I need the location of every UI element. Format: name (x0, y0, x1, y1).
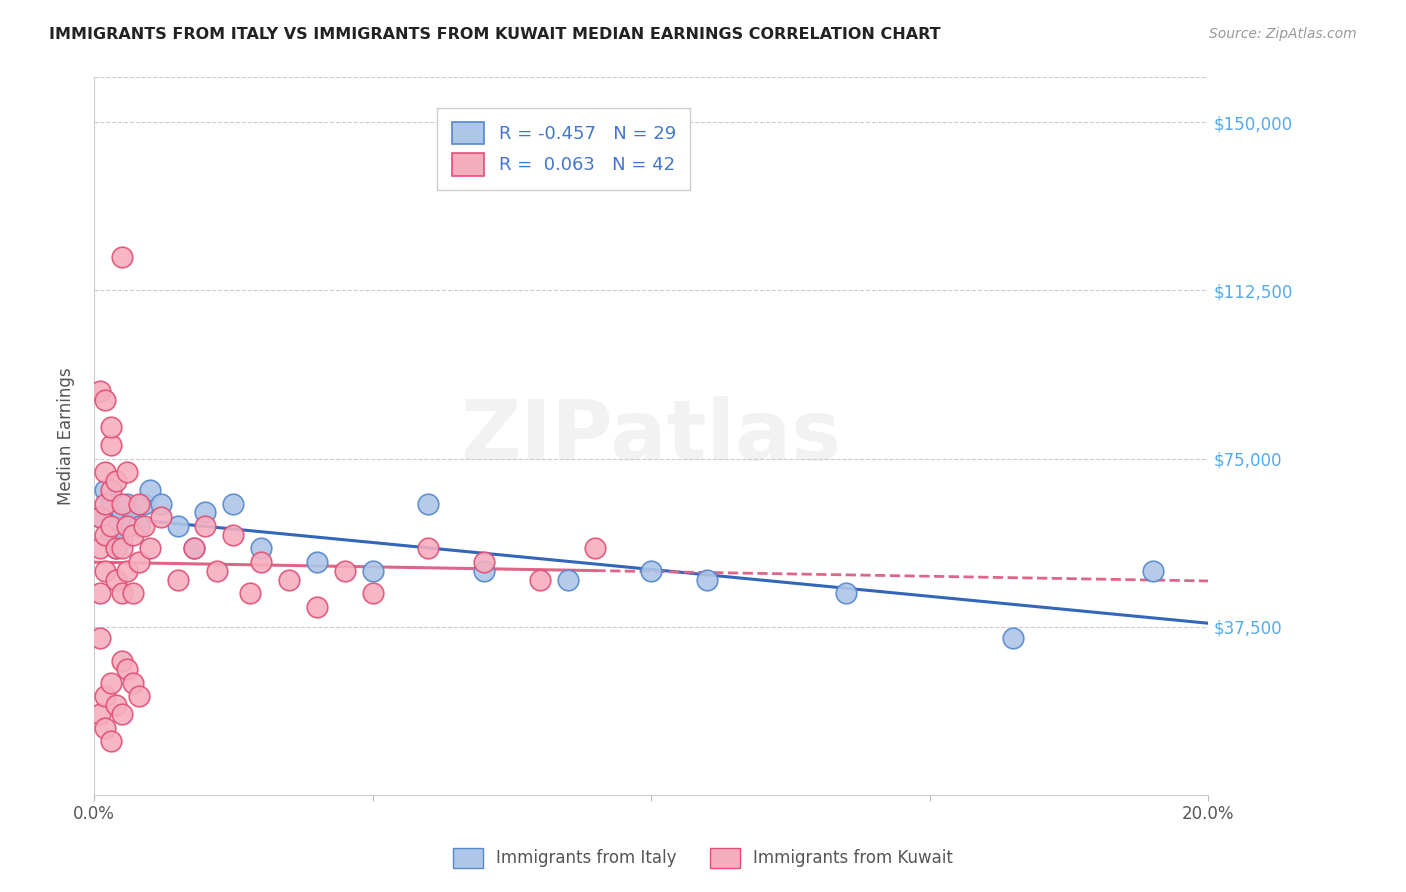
Point (89, 586, 111, 600)
Point (94, 393, 117, 408)
Point (111, 533, 134, 547)
Point (100, 519, 122, 533)
Point (111, 496, 134, 510)
Point (250, 555, 273, 569)
Point (194, 506, 217, 520)
Point (100, 420, 122, 434)
Point (1002, 631, 1025, 645)
Point (117, 519, 139, 533)
Point (89, 510, 111, 524)
Point (117, 465, 139, 479)
Point (583, 541, 606, 556)
Point (89, 384, 111, 399)
Point (418, 541, 440, 556)
Point (250, 541, 273, 556)
Point (529, 573, 551, 587)
Point (305, 555, 328, 569)
Point (166, 519, 188, 533)
Point (472, 555, 495, 569)
Point (222, 528, 245, 542)
Point (94, 528, 117, 542)
Text: ZIPatlas: ZIPatlas (461, 396, 842, 476)
Point (149, 496, 172, 510)
Point (166, 573, 188, 587)
Point (100, 676, 122, 690)
Point (89, 541, 111, 556)
Point (89, 510, 111, 524)
Point (122, 510, 145, 524)
Point (122, 586, 145, 600)
Point (128, 690, 150, 704)
Point (94, 690, 117, 704)
Legend: Immigrants from Italy, Immigrants from Kuwait: Immigrants from Italy, Immigrants from K… (446, 841, 960, 875)
Point (94, 564, 117, 578)
Point (100, 483, 122, 497)
Legend: R = -0.457   N = 29, R =  0.063   N = 42: R = -0.457 N = 29, R = 0.063 N = 42 (437, 108, 690, 190)
Point (105, 573, 128, 587)
Point (89, 631, 111, 645)
Point (305, 599, 328, 614)
Point (128, 519, 150, 533)
Point (128, 496, 150, 510)
Point (333, 564, 356, 578)
Y-axis label: Median Earnings: Median Earnings (58, 368, 75, 505)
Point (557, 573, 579, 587)
Point (1142, 564, 1164, 578)
Point (194, 519, 217, 533)
Point (94, 465, 117, 479)
Point (94, 721, 117, 735)
Point (132, 519, 155, 533)
Point (128, 555, 150, 569)
Point (205, 564, 228, 578)
Point (138, 483, 160, 497)
Point (111, 653, 134, 667)
Point (105, 541, 128, 556)
Point (472, 564, 495, 578)
Point (278, 573, 301, 587)
Point (105, 474, 128, 488)
Point (835, 586, 858, 600)
Point (222, 496, 245, 510)
Point (100, 438, 122, 452)
Point (100, 496, 122, 510)
Point (89, 707, 111, 722)
Point (183, 541, 205, 556)
Point (105, 698, 128, 713)
Point (696, 573, 718, 587)
Point (94, 483, 117, 497)
Point (111, 250, 134, 264)
Point (117, 663, 139, 677)
Point (111, 707, 134, 722)
Point (105, 519, 128, 533)
Point (111, 506, 134, 520)
Point (640, 564, 662, 578)
Point (100, 528, 122, 542)
Text: Source: ZipAtlas.com: Source: ZipAtlas.com (1209, 27, 1357, 41)
Point (361, 586, 384, 600)
Point (94, 496, 117, 510)
Point (111, 541, 134, 556)
Point (183, 541, 205, 556)
Point (105, 541, 128, 556)
Point (117, 564, 139, 578)
Point (122, 676, 145, 690)
Point (132, 496, 155, 510)
Point (117, 496, 139, 510)
Point (138, 541, 160, 556)
Point (418, 496, 440, 510)
Text: IMMIGRANTS FROM ITALY VS IMMIGRANTS FROM KUWAIT MEDIAN EARNINGS CORRELATION CHAR: IMMIGRANTS FROM ITALY VS IMMIGRANTS FROM… (49, 27, 941, 42)
Point (122, 528, 145, 542)
Point (239, 586, 262, 600)
Point (361, 564, 384, 578)
Point (100, 734, 122, 748)
Point (149, 510, 172, 524)
Point (111, 586, 134, 600)
